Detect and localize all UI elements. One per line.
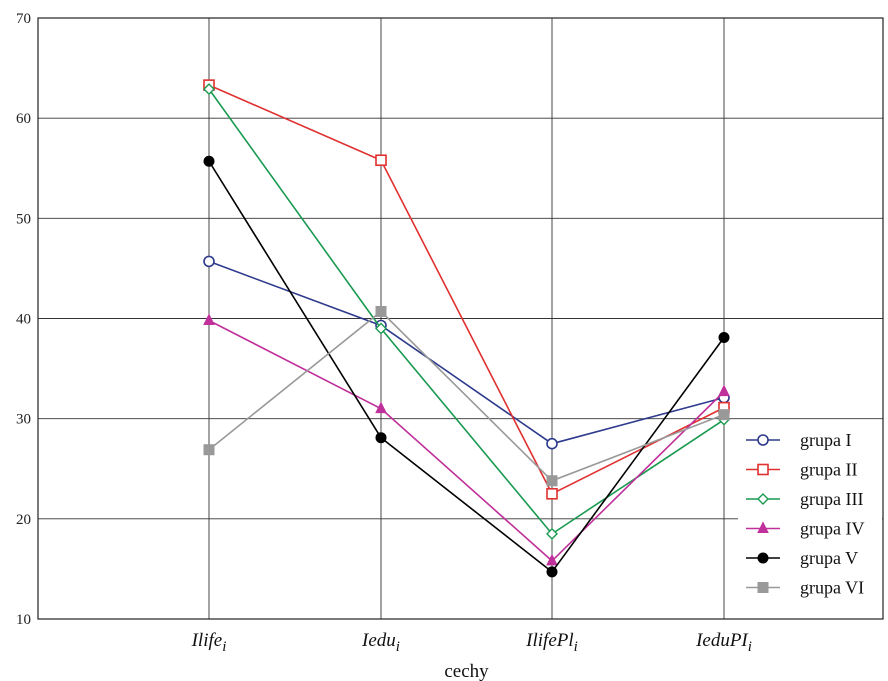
x-tick-label-main: Ilife <box>191 630 223 651</box>
y-tick-labels: 10 20 30 40 50 60 70 <box>16 11 31 628</box>
legend-marker <box>757 552 769 564</box>
y-tick-label: 20 <box>16 512 31 528</box>
legend-marker <box>757 434 769 446</box>
y-tick-label: 50 <box>16 211 31 227</box>
x-tick-label: IeduPIi <box>695 630 752 655</box>
series-lines <box>203 79 730 578</box>
data-point <box>375 432 387 444</box>
series-line <box>208 160 725 574</box>
x-tick-label: Iedui <box>361 630 400 655</box>
series-line <box>208 310 725 482</box>
y-tick-label: 40 <box>16 312 31 328</box>
x-tick-label-sub: i <box>574 639 578 655</box>
series-6 <box>203 305 730 487</box>
x-tick-label-sub: i <box>396 639 400 655</box>
data-point <box>546 475 558 487</box>
plot-frame <box>37 17 884 620</box>
data-point <box>546 553 558 566</box>
series-line <box>208 319 725 562</box>
legend-label: grupa VI <box>800 578 864 598</box>
x-tick-label: IlifePli <box>525 630 578 655</box>
legend-label: grupa V <box>800 548 858 568</box>
data-point <box>375 322 387 335</box>
legend-marker <box>757 521 769 533</box>
data-point <box>203 83 215 96</box>
data-point <box>718 332 730 344</box>
series-line <box>208 260 725 445</box>
x-axis-title: cechy <box>444 661 489 681</box>
x-tick-label-main: IeduPI <box>695 630 749 651</box>
x-tick-label-sub: i <box>222 639 226 655</box>
legend-label: grupa III <box>800 489 863 509</box>
x-tick-label-sub: i <box>748 639 752 655</box>
legend: grupa I grupa II grupa III grupa IV grupa V g… <box>738 424 882 608</box>
series-5 <box>203 155 730 578</box>
x-tick-label: Ilifei <box>191 630 227 655</box>
x-tick-label-main: IlifePl <box>525 630 573 651</box>
x-tick-labels: Ilifei Iedui IlifePli IeduPIi <box>191 630 752 655</box>
legend-entry: grupa IV <box>746 519 864 539</box>
data-point <box>375 154 387 167</box>
legend-background <box>738 424 882 608</box>
legend-entry: grupa II <box>746 460 857 480</box>
legend-entry: grupa VI <box>746 578 864 598</box>
legend-entry: grupa III <box>746 489 863 509</box>
data-point <box>375 305 387 317</box>
data-point <box>203 155 215 167</box>
legend-label: grupa IV <box>800 519 864 539</box>
data-point <box>546 437 558 450</box>
data-point <box>546 487 558 500</box>
data-point <box>375 401 387 414</box>
y-tick-label: 70 <box>16 11 31 27</box>
data-point <box>203 313 215 326</box>
legend-label: grupa II <box>800 460 857 480</box>
data-point <box>718 409 730 421</box>
y-tick-label: 60 <box>16 111 31 127</box>
legend-marker <box>757 493 769 505</box>
legend-marker <box>757 582 769 593</box>
y-tick-label: 10 <box>16 612 31 628</box>
data-point <box>203 255 215 268</box>
y-tick-label: 30 <box>16 412 31 428</box>
series-line <box>208 84 725 495</box>
data-point <box>546 527 558 540</box>
legend-marker <box>757 463 769 476</box>
data-point <box>203 444 215 456</box>
series-3 <box>203 83 730 540</box>
series-4 <box>203 313 730 566</box>
legend-entry: grupa V <box>746 548 858 568</box>
x-tick-label-main: Iedu <box>361 630 396 651</box>
legend-label: grupa I <box>800 430 851 450</box>
legend-entry: grupa I <box>746 430 851 450</box>
series-1 <box>203 255 730 450</box>
data-point <box>718 384 730 397</box>
data-point <box>546 566 558 578</box>
